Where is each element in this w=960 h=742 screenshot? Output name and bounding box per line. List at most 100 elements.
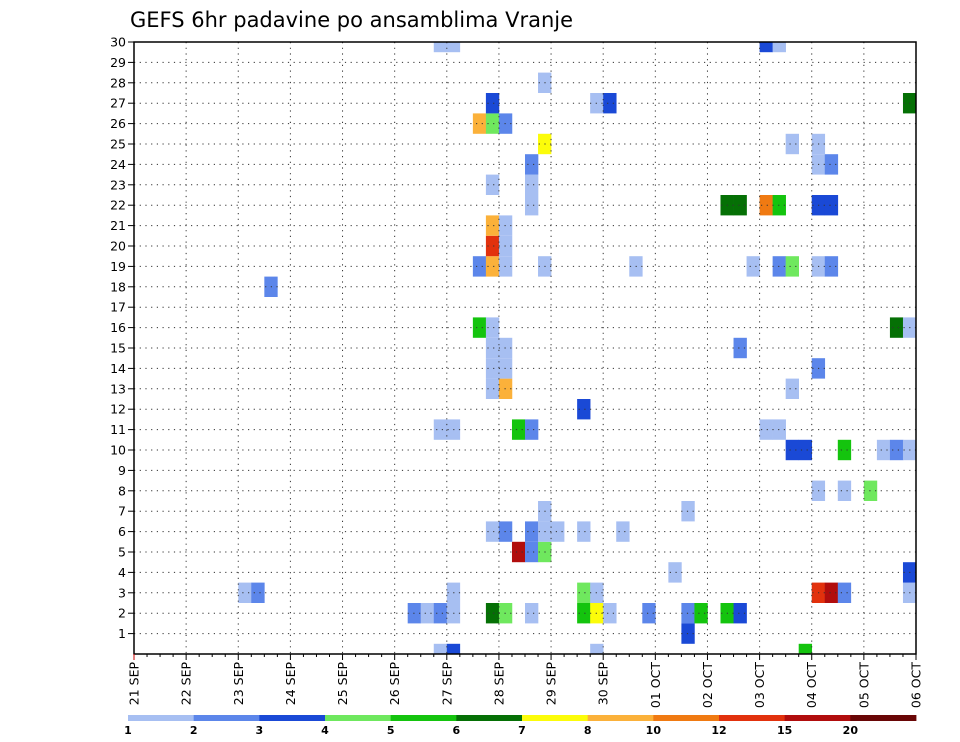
y-tick-label: 26	[110, 116, 126, 131]
heatmap-cell	[798, 643, 813, 654]
heatmap-cell	[837, 582, 852, 603]
y-tick-label: 23	[110, 177, 126, 192]
y-tick-label: 16	[110, 320, 126, 335]
heatmap-cell	[759, 419, 773, 440]
legend-label: 2	[190, 724, 198, 737]
heatmap-cell	[525, 521, 539, 542]
heatmap-cell	[485, 603, 500, 624]
color-legend: 1 2 3 4 5 6 7 8 10 12 15 20	[124, 715, 917, 737]
heatmap-cell	[485, 174, 500, 195]
heatmap-cell	[485, 378, 500, 399]
heatmap-cell	[433, 419, 448, 440]
legend-swatch	[850, 715, 917, 721]
heatmap-cell	[420, 603, 435, 624]
legend-label: 4	[321, 724, 329, 737]
heatmap-cell	[511, 419, 526, 440]
heatmap-cell	[485, 113, 500, 134]
heatmap-cell	[837, 480, 852, 501]
y-tick-label: 29	[110, 55, 126, 70]
x-tick-label: 23 SEP	[231, 662, 246, 706]
heatmap-cell	[485, 93, 500, 114]
heatmap-cell	[642, 603, 656, 624]
legend-label: 3	[256, 724, 264, 737]
heatmap-cell	[733, 603, 747, 624]
y-tick-label: 10	[110, 443, 126, 458]
y-tick-label: 3	[118, 585, 126, 600]
y-tick-label: 30	[110, 35, 126, 50]
heatmap-cell	[876, 439, 891, 461]
heatmap-cell	[525, 195, 539, 216]
heatmap-cell	[603, 93, 617, 114]
legend-swatch	[719, 715, 786, 721]
legend-swatch	[587, 715, 654, 721]
y-tick-label: 7	[118, 504, 126, 519]
legend-swatch	[128, 715, 195, 721]
y-tick-label: 11	[110, 422, 126, 437]
heatmap-cell	[759, 42, 773, 53]
heatmap-cell	[238, 582, 252, 603]
heatmap-cell	[746, 256, 760, 277]
y-tick-label: 19	[110, 259, 126, 274]
y-tick-label: 2	[118, 606, 126, 621]
heatmap-cell	[785, 378, 799, 399]
heatmap-cell	[785, 439, 799, 461]
heatmap-cell	[590, 643, 604, 654]
y-tick-label: 21	[110, 218, 126, 233]
x-tick-label: 27 SEP	[439, 662, 454, 706]
heatmap-cell	[485, 215, 500, 236]
legend-swatch	[784, 715, 851, 721]
x-tick-label: 05 OCT	[856, 662, 871, 708]
legend-label: 1	[124, 724, 132, 737]
legend-label: 5	[387, 724, 395, 737]
x-tick-label: 06 OCT	[909, 662, 924, 708]
heatmap-cell	[889, 317, 904, 338]
y-tick-label: 4	[118, 565, 126, 580]
heatmap-cell	[485, 337, 500, 359]
y-axis: 1234567891011121314151617181920212223242…	[110, 35, 134, 641]
y-tick-label: 9	[118, 463, 126, 478]
legend-swatch	[193, 715, 260, 721]
heatmap-cell	[433, 42, 448, 53]
y-tick-label: 14	[110, 361, 126, 376]
x-tick-label: 02 OCT	[700, 662, 715, 708]
x-tick-label: 26 SEP	[387, 662, 402, 706]
x-tick-label: 21 SEP	[127, 662, 142, 706]
heatmap-cell	[525, 174, 539, 195]
y-tick-label: 13	[110, 381, 126, 396]
heatmap-cell	[785, 256, 799, 277]
heatmap-cell	[472, 113, 487, 134]
heatmap-cell	[837, 439, 852, 461]
heatmap-cell	[511, 541, 526, 563]
heatmap-cell	[785, 133, 799, 155]
heatmap-cell	[824, 582, 839, 603]
heatmap-cell	[472, 256, 487, 277]
legend-swatch	[653, 715, 720, 721]
heatmap-cell	[733, 195, 747, 216]
legend-swatch	[456, 715, 523, 721]
legend-label: 12	[711, 724, 726, 737]
x-axis: 21 SEP 22 SEP 23 SEP 24 SEP 25 SEP 26 SEP 27 S…	[127, 654, 924, 708]
heatmap-cell	[525, 419, 539, 440]
y-tick-label: 5	[118, 545, 126, 560]
x-tick-label: 29 SEP	[544, 662, 559, 706]
heatmap-cell	[824, 154, 839, 175]
y-tick-label: 6	[118, 524, 126, 539]
y-tick-label: 8	[118, 483, 126, 498]
y-tick-label: 15	[110, 341, 126, 356]
heatmap-cell	[889, 439, 904, 461]
y-tick-label: 1	[118, 626, 126, 641]
x-tick-label: 03 OCT	[752, 662, 767, 708]
x-tick-label: 22 SEP	[179, 662, 194, 706]
heatmap-cell	[433, 643, 448, 654]
heatmap-cell	[472, 317, 487, 338]
heatmap-cell	[824, 195, 839, 216]
heatmap-cell	[668, 562, 682, 583]
heatmap-cell	[759, 195, 773, 216]
heatmap-cell	[616, 521, 630, 542]
heatmap-cell	[577, 399, 591, 420]
heatmap-cell	[798, 439, 813, 461]
x-tick-label: 28 SEP	[491, 662, 506, 706]
legend-label: 20	[843, 724, 859, 737]
y-tick-label: 20	[110, 239, 126, 254]
